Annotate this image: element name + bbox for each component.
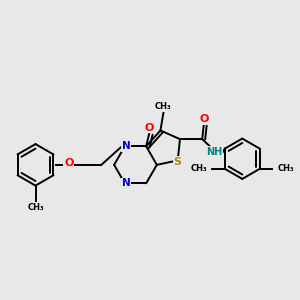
Text: CH₃: CH₃ [278, 164, 294, 173]
Text: CH₃: CH₃ [190, 164, 207, 173]
Text: N: N [122, 141, 131, 151]
Text: CH₃: CH₃ [27, 203, 44, 212]
Text: O: O [64, 158, 74, 168]
Text: O: O [144, 123, 154, 133]
Text: S: S [174, 157, 182, 167]
Text: CH₃: CH₃ [155, 102, 172, 111]
Text: N: N [122, 178, 131, 188]
Text: O: O [199, 114, 208, 124]
Text: NH: NH [207, 147, 223, 157]
